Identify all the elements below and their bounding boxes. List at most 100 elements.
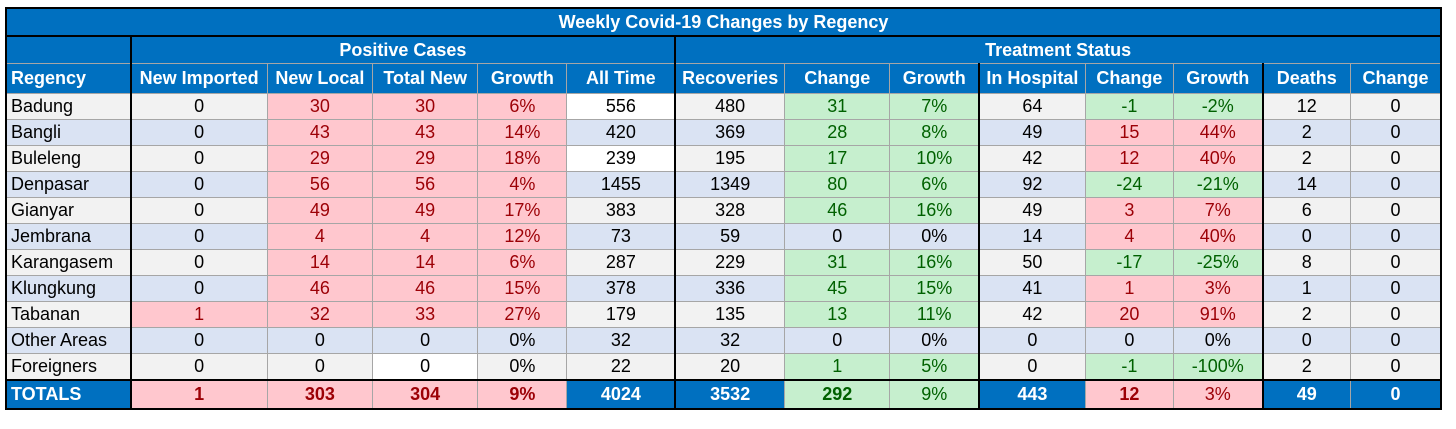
cell-recoveries: 336 [674, 275, 786, 302]
table-row: Gianyar 0 49 49 17% 383 328 46 16% 49 3 7% 6 0 [5, 197, 1443, 224]
total-all-time: 4024 [566, 379, 676, 410]
cell-all-time: 378 [566, 275, 676, 302]
cell-hospital-change: 20 [1084, 301, 1174, 328]
cell-recoveries: 1349 [674, 171, 786, 198]
cell-new-local: 14 [266, 249, 374, 276]
cell-recoveries: 328 [674, 197, 786, 224]
table-row: Jembrana 0 4 4 12% 73 59 0 0% 14 4 40% 0 0 [5, 223, 1443, 250]
cell-total-new: 0 [372, 353, 479, 381]
group-positive-cases: Positive Cases [129, 35, 676, 64]
total-recoveries-change: 292 [784, 379, 891, 410]
cell-recoveries-growth: 0% [889, 327, 980, 354]
cell-new-imported: 0 [129, 223, 268, 250]
cell-hospital-change: -17 [1084, 249, 1174, 276]
cell-recoveries: 480 [674, 93, 786, 120]
cell-recoveries-change: 31 [784, 249, 891, 276]
cell-growth: 15% [477, 275, 568, 302]
cell-recoveries-change: 28 [784, 119, 891, 146]
cell-recoveries-growth: 10% [889, 145, 980, 172]
cell-new-imported: 1 [129, 301, 268, 328]
cell-hospital-growth: -100% [1172, 353, 1264, 381]
cell-in-hospital: 0 [977, 327, 1086, 354]
regency-name-cell: Jembrana [5, 223, 132, 250]
cell-hospital-change: 4 [1084, 223, 1174, 250]
table-row: Foreigners 0 0 0 0% 22 20 1 5% 0 -1 -100% 2 0 [5, 353, 1443, 381]
cell-recoveries-growth: 16% [889, 197, 980, 224]
cell-deaths: 2 [1261, 301, 1352, 328]
covid-table: Weekly Covid-19 Changes by Regency Posit… [5, 7, 1443, 410]
cell-recoveries-change: 13 [784, 301, 891, 328]
cell-total-new: 14 [372, 249, 479, 276]
totals-label: TOTALS [5, 379, 132, 410]
cell-in-hospital: 50 [977, 249, 1086, 276]
column-header-new-local: New Local [266, 63, 374, 94]
cell-new-imported: 0 [129, 197, 268, 224]
table-row: Karangasem 0 14 14 6% 287 229 31 16% 50 -17 -25% 8 0 [5, 249, 1443, 276]
total-deaths: 49 [1261, 379, 1352, 410]
column-header-deaths: Deaths [1261, 63, 1352, 94]
column-header-new-imported: New Imported [129, 63, 268, 94]
cell-total-new: 56 [372, 171, 479, 198]
column-header-in-hospital: In Hospital [977, 63, 1086, 94]
cell-hospital-change: 3 [1084, 197, 1174, 224]
cell-growth: 27% [477, 301, 568, 328]
cell-hospital-change: 0 [1084, 327, 1174, 354]
cell-deaths-change: 0 [1350, 171, 1443, 198]
cell-growth: 4% [477, 171, 568, 198]
column-header-deaths-change: Change [1350, 63, 1443, 94]
regency-name-cell: Karangasem [5, 249, 132, 276]
cell-deaths: 6 [1261, 197, 1352, 224]
cell-deaths: 0 [1261, 327, 1352, 354]
cell-growth: 6% [477, 249, 568, 276]
column-header-all-time: All Time [566, 63, 676, 94]
cell-new-imported: 0 [129, 249, 268, 276]
cell-growth: 12% [477, 223, 568, 250]
cell-in-hospital: 42 [977, 301, 1086, 328]
cell-recoveries-change: 31 [784, 93, 891, 120]
column-header-hospital-change: Change [1084, 63, 1174, 94]
cell-growth: 0% [477, 327, 568, 354]
cell-in-hospital: 49 [977, 197, 1086, 224]
cell-recoveries-change: 46 [784, 197, 891, 224]
cell-hospital-growth: -21% [1172, 171, 1264, 198]
cell-growth: 18% [477, 145, 568, 172]
cell-recoveries-change: 0 [784, 223, 891, 250]
cell-recoveries: 20 [674, 353, 786, 381]
cell-all-time: 179 [566, 301, 676, 328]
cell-growth: 17% [477, 197, 568, 224]
cell-total-new: 33 [372, 301, 479, 328]
cell-deaths-change: 0 [1350, 301, 1443, 328]
regency-name-cell: Other Areas [5, 327, 132, 354]
cell-recoveries-growth: 8% [889, 119, 980, 146]
cell-all-time: 287 [566, 249, 676, 276]
cell-hospital-change: 15 [1084, 119, 1174, 146]
cell-in-hospital: 92 [977, 171, 1086, 198]
regency-name-cell: Buleleng [5, 145, 132, 172]
cell-recoveries-growth: 6% [889, 171, 980, 198]
cell-in-hospital: 41 [977, 275, 1086, 302]
cell-hospital-growth: 40% [1172, 223, 1264, 250]
cell-new-imported: 0 [129, 93, 268, 120]
cell-all-time: 383 [566, 197, 676, 224]
cell-deaths-change: 0 [1350, 197, 1443, 224]
table-title: Weekly Covid-19 Changes by Regency [5, 7, 1442, 37]
cell-hospital-growth: 91% [1172, 301, 1264, 328]
cell-deaths-change: 0 [1350, 353, 1443, 381]
cell-deaths-change: 0 [1350, 119, 1443, 146]
table-row: Klungkung 0 46 46 15% 378 336 45 15% 41 1 3% 1 0 [5, 275, 1443, 302]
column-header-recoveries: Recoveries [674, 63, 786, 94]
regency-name-cell: Gianyar [5, 197, 132, 224]
cell-in-hospital: 0 [977, 353, 1086, 381]
cell-recoveries-growth: 15% [889, 275, 980, 302]
cell-deaths: 12 [1261, 93, 1352, 120]
cell-deaths-change: 0 [1350, 223, 1443, 250]
cell-total-new: 0 [372, 327, 479, 354]
cell-hospital-growth: 40% [1172, 145, 1264, 172]
cell-new-local: 29 [266, 145, 374, 172]
cell-hospital-growth: 44% [1172, 119, 1264, 146]
regency-name-cell: Denpasar [5, 171, 132, 198]
cell-in-hospital: 14 [977, 223, 1086, 250]
cell-recoveries: 59 [674, 223, 786, 250]
cell-recoveries: 32 [674, 327, 786, 354]
cell-new-local: 49 [266, 197, 374, 224]
